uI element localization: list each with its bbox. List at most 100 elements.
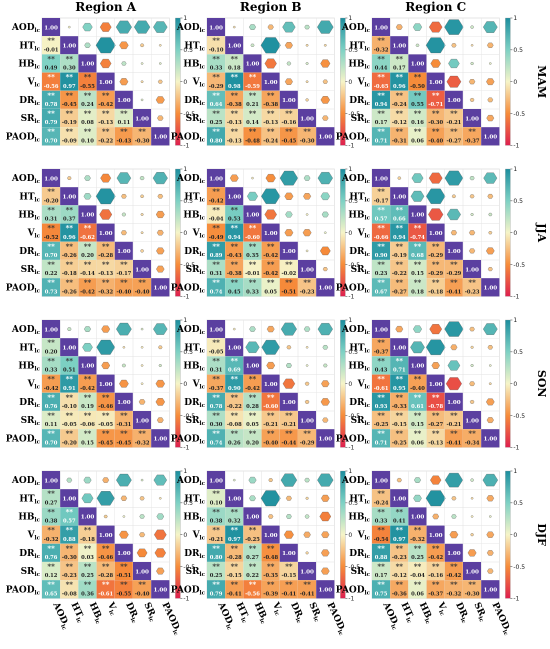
correlation-value: -0.01 — [44, 47, 59, 53]
significance-marker: ** — [396, 205, 404, 214]
diagonal-cell — [463, 411, 482, 430]
correlation-cell — [60, 580, 79, 599]
diagonal-value: 1.00 — [264, 382, 278, 388]
correlation-value: -0.21 — [447, 120, 462, 126]
correlation-cell — [444, 580, 463, 599]
significance-marker: ** — [231, 278, 239, 287]
significance-marker: ** — [102, 278, 110, 287]
correlation-value: 0.38 — [45, 519, 58, 525]
significance-marker: ** — [66, 429, 74, 438]
correlation-hexagon — [447, 360, 461, 371]
y-axis-label: HTlc — [19, 192, 40, 203]
correlation-cell — [279, 429, 298, 448]
significance-marker: ** — [396, 544, 404, 553]
significance-marker: ** — [47, 73, 55, 82]
correlation-hexagon — [305, 44, 309, 47]
significance-marker: ** — [285, 411, 293, 420]
correlation-hexagon — [470, 497, 474, 500]
y-axis-label: HBlc — [18, 362, 40, 373]
correlation-hexagon — [487, 97, 494, 103]
correlation-cell — [372, 507, 391, 526]
correlation-value: 0.11 — [45, 422, 58, 428]
significance-marker: ** — [66, 507, 74, 516]
correlation-value: -0.04 — [209, 217, 224, 223]
diagonal-cell — [42, 471, 61, 490]
correlation-cell — [243, 260, 262, 279]
correlation-hexagon — [487, 42, 494, 48]
significance-marker: ** — [267, 127, 275, 136]
diagonal-cell — [60, 36, 79, 55]
significance-marker: ** — [249, 73, 257, 82]
correlation-hexagon — [323, 231, 327, 234]
correlation-hexagon — [304, 381, 310, 386]
correlation-hexagon — [304, 477, 310, 483]
correlation-hexagon — [260, 490, 281, 507]
correlation-value: -0.17 — [374, 198, 389, 204]
correlation-hexagon — [155, 210, 165, 219]
correlation-cell — [96, 127, 115, 146]
correlation-hexagon — [451, 514, 457, 519]
significance-marker: ** — [84, 375, 92, 384]
significance-marker: ** — [84, 109, 92, 118]
correlation-cell — [207, 562, 226, 581]
significance-marker: ** — [285, 278, 293, 287]
correlation-value: -0.32 — [135, 440, 150, 446]
correlation-hexagon — [469, 176, 475, 181]
correlation-cell — [225, 260, 244, 279]
significance-marker: ** — [432, 127, 440, 136]
correlation-cell — [390, 411, 409, 430]
colorbar-tick-label: -1 — [513, 445, 519, 452]
correlation-cell — [42, 543, 61, 562]
significance-marker: ** — [249, 278, 257, 287]
correlation-hexagon — [486, 550, 494, 556]
diagonal-cell — [408, 54, 427, 73]
correlation-hexagon — [155, 379, 165, 388]
correlation-cell — [298, 127, 317, 146]
correlation-value: 0.05 — [264, 289, 277, 295]
significance-marker: ** — [396, 393, 404, 402]
season-label: SON — [535, 370, 548, 398]
correlation-cell — [372, 205, 391, 224]
diagonal-value: 1.00 — [447, 98, 461, 104]
correlation-value: -0.61 — [374, 386, 389, 392]
correlation-hexagon — [425, 37, 446, 54]
correlation-value: 0.64 — [210, 102, 223, 108]
correlation-cell — [60, 205, 79, 224]
x-axis-label: SRlc — [305, 601, 323, 624]
diagonal-cell — [151, 429, 170, 448]
season-label: JJA — [535, 222, 548, 242]
region-title: Region C — [405, 0, 466, 14]
correlation-cell — [78, 241, 97, 260]
correlation-cell — [426, 392, 445, 411]
correlation-value: 0.12 — [45, 573, 58, 579]
correlation-hexagon — [140, 327, 144, 331]
correlation-cell — [444, 127, 463, 146]
correlation-cell — [207, 429, 226, 448]
correlation-hexagon — [321, 494, 330, 502]
correlation-value: -0.13 — [227, 120, 242, 126]
correlation-hexagon — [446, 208, 461, 221]
correlation-cell — [207, 72, 226, 91]
correlation-value: -0.20 — [62, 440, 77, 446]
correlation-hexagon — [451, 43, 457, 48]
correlation-hexagon — [317, 323, 333, 336]
correlation-cell — [42, 36, 61, 55]
correlation-value: -0.37 — [374, 349, 389, 355]
correlation-hexagon — [66, 477, 73, 483]
label-subscript: lc — [336, 629, 344, 637]
correlation-value: -0.40 — [263, 440, 278, 446]
correlation-hexagon — [153, 474, 167, 486]
correlation-value: 0.93 — [375, 404, 388, 410]
y-axis-label: AODlc — [11, 325, 41, 336]
correlation-hexagon — [280, 473, 298, 487]
correlation-value: -0.42 — [209, 198, 224, 204]
colorbar-tick-label: -0.5 — [348, 413, 360, 420]
correlation-value: -0.19 — [392, 253, 407, 259]
correlation-hexagon — [414, 477, 421, 483]
y-axis-label: DRlc — [19, 96, 40, 107]
correlation-cell — [207, 90, 226, 109]
correlation-hexagon — [487, 267, 493, 272]
correlation-hexagon — [122, 515, 126, 518]
diagonal-cell — [279, 543, 298, 562]
correlation-value: 0.89 — [210, 253, 223, 259]
